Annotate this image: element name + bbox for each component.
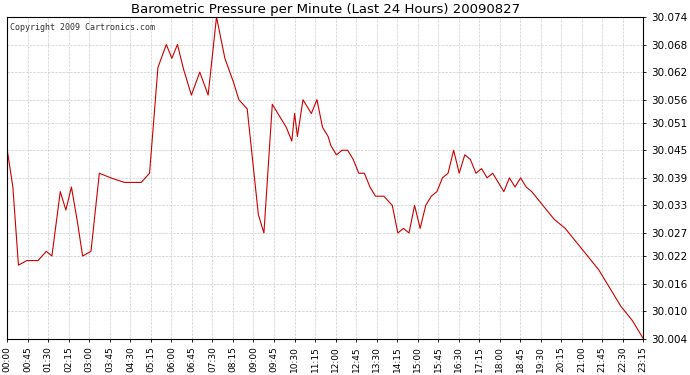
Title: Barometric Pressure per Minute (Last 24 Hours) 20090827: Barometric Pressure per Minute (Last 24 … xyxy=(130,3,520,16)
Text: Copyright 2009 Cartronics.com: Copyright 2009 Cartronics.com xyxy=(10,23,155,32)
